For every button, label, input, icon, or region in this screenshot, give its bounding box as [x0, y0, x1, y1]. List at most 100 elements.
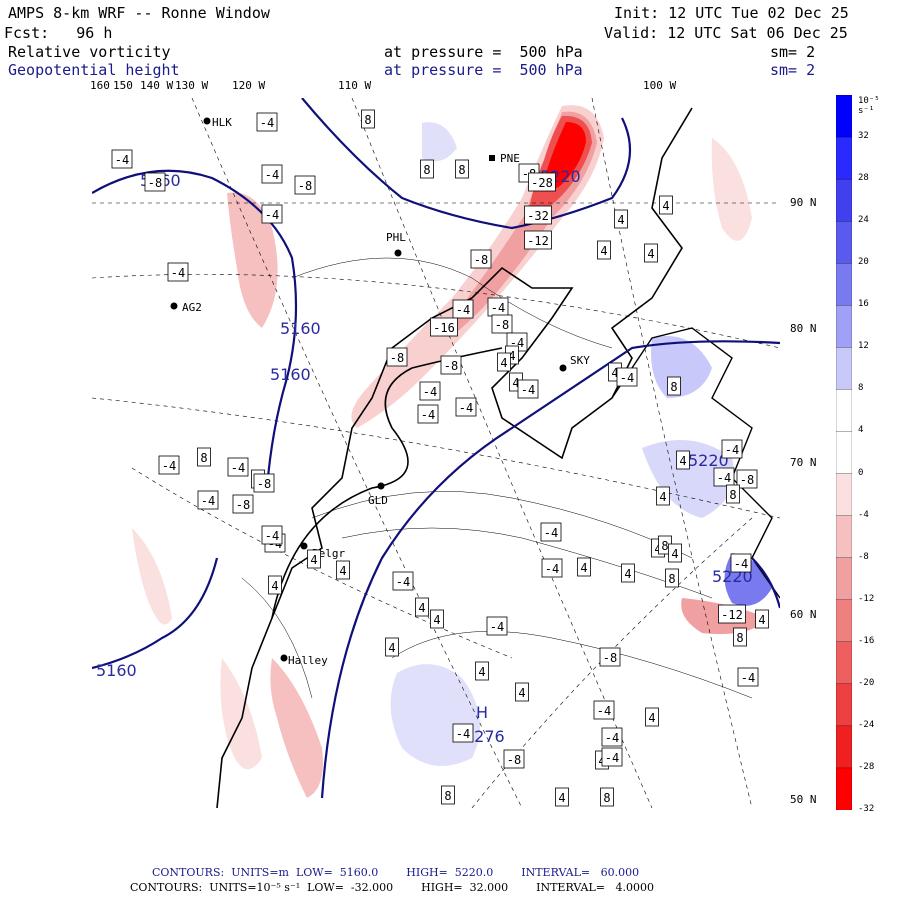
vorticity-label: 4 [558, 791, 565, 805]
vorticity-label-box [614, 209, 628, 229]
vorticity-label-box [486, 616, 508, 636]
colorbar-tick-label: -4 [858, 509, 869, 520]
init-time: Init: 12 UTC Tue 02 Dec 25 [614, 4, 849, 22]
vorticity-label: -4 [717, 471, 731, 485]
vorticity-label: -4 [265, 168, 279, 182]
vorticity-label: -8 [390, 351, 404, 365]
colorbar-tick-label: 8 [858, 383, 864, 394]
vorticity-label-box [430, 317, 458, 337]
station-label: HLK [212, 116, 232, 129]
colorbar [836, 95, 852, 810]
vorticity-label: -4 [456, 727, 470, 741]
vorticity-label-box [261, 204, 283, 224]
vorticity-label-box [524, 230, 552, 250]
vorticity-label-box [261, 164, 283, 184]
vorticity-label-box [232, 494, 254, 514]
vorticity-label-box [616, 367, 638, 387]
vorticity-label: -4 [545, 562, 559, 576]
field2-level: at pressure = 500 hPa [384, 61, 583, 79]
vorticity-label-box [392, 571, 414, 591]
vorticity-label: 8 [729, 488, 736, 502]
coastline [216, 107, 693, 808]
vorticity-label-box [415, 597, 429, 617]
colorbar-tick-label: 24 [858, 215, 869, 226]
vorticity-label-box [470, 249, 492, 269]
vorticity-label-box [261, 525, 283, 545]
vorticity-label: -4 [423, 385, 437, 399]
footer-height-contours: CONTOURS: UNITS=m LOW= 5160.0 HIGH= 5220… [152, 866, 640, 879]
height-contours [92, 98, 780, 799]
vorticity-label: -8 [740, 473, 754, 487]
station-label: PNE [500, 152, 520, 165]
vorticity-label: 4 [662, 199, 669, 213]
lon-label: 100 W [643, 79, 677, 92]
vorticity-label-box [601, 727, 623, 747]
coastline [611, 327, 780, 599]
lat-label: 60 N [790, 608, 817, 621]
vorticity-label: 4 [310, 553, 317, 567]
high-center-value: 5276 [464, 727, 505, 746]
station-label: SKY [570, 354, 590, 367]
colorbar-tick-label: -28 [858, 761, 875, 772]
vorticity-label-box [491, 314, 513, 334]
vorticity-label-box [737, 667, 759, 687]
vorticity-label-box [253, 473, 275, 493]
vorticity-label-box [667, 376, 681, 396]
station-label: GLD [368, 494, 388, 507]
lat-label: 80 N [790, 322, 817, 335]
vorticity-label-box [455, 397, 477, 417]
field2-name: Geopotential height [8, 61, 180, 79]
vorticity-label-box [659, 195, 673, 215]
vorticity-label-box [440, 355, 462, 375]
vorticity-label-box [475, 661, 489, 681]
vorticity-label: 8 [736, 631, 743, 645]
vorticity-label: -4 [620, 371, 634, 385]
vorticity-label-box [268, 575, 282, 595]
colorbar-tick-label: -16 [858, 635, 875, 646]
station-label: PHL [386, 231, 406, 244]
footer-vorticity-contours: CONTOURS: UNITS=10⁻⁵ s⁻¹ LOW= -32.000 HI… [130, 881, 654, 894]
vorticity-label-box [256, 112, 278, 132]
forecast-hour: Fcst: 96 h [4, 24, 113, 42]
colorbar-swatch [836, 473, 852, 517]
colorbar-tick-label: -12 [858, 593, 875, 604]
vorticity-label-box [336, 560, 350, 580]
colorbar-swatch [836, 305, 852, 349]
vorticity-label: 4 [679, 454, 686, 468]
lon-label: 150 [113, 79, 133, 92]
lon-label: 110 W [338, 79, 372, 92]
vorticity-label: -4 [456, 303, 470, 317]
vorticity-label-box [621, 563, 635, 583]
valid-time: Valid: 12 UTC Sat 06 Dec 25 [604, 24, 848, 42]
vorticity-label: 4 [654, 542, 661, 556]
colorbar-swatch [836, 431, 852, 475]
field1-smoothing: sm= 2 [770, 43, 816, 61]
vorticity-label: 4 [624, 567, 631, 581]
vorticity-label: -8 [257, 477, 271, 491]
vorticity-label: 4 [388, 641, 395, 655]
colorbar-tick-label: -24 [858, 719, 875, 730]
colorbar-swatch [836, 221, 852, 264]
vorticity-label: -32 [527, 209, 549, 223]
vorticity-label-box [577, 557, 591, 577]
vorticity-label-box [726, 484, 740, 504]
colorbar-tick-label: 20 [858, 257, 869, 268]
vorticity-label-box [503, 749, 525, 769]
colorbar-swatch [836, 557, 852, 601]
colorbar-tick-label: -20 [858, 677, 875, 688]
vorticity-label-box [197, 447, 211, 467]
vorticity-label: -4 [491, 301, 505, 315]
colorbar-swatch [836, 515, 852, 559]
vorticity-label-box [665, 568, 679, 588]
vorticity-label: 4 [518, 686, 525, 700]
colorbar-swatch [836, 95, 852, 138]
colorbar-swatch [836, 725, 852, 769]
vorticity-labels: -4-8-4-8-4-4888-8-28-32-124444-8-4-4-8-1… [111, 109, 769, 807]
vorticity-label-box [517, 379, 539, 399]
vorticity-label: -8 [444, 359, 458, 373]
vorticity-label-box [197, 490, 219, 510]
colorbar-unit: 10⁻⁵ s⁻¹ [858, 96, 880, 116]
vorticity-label: -28 [531, 176, 553, 190]
height-label: 5160 [270, 365, 311, 384]
vorticity-label: 8 [200, 451, 207, 465]
